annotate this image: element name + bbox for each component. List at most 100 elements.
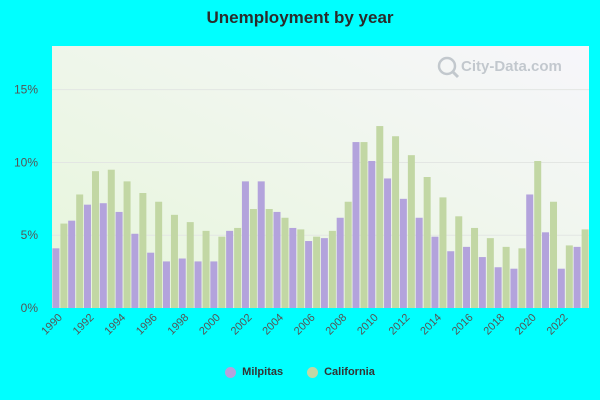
bar-california-1995[interactable] — [139, 193, 147, 308]
legend-label-milpitas: Milpitas — [242, 366, 284, 378]
bar-milpitas-2023[interactable] — [573, 246, 581, 308]
bar-milpitas-1999[interactable] — [194, 261, 202, 308]
bar-california-2021[interactable] — [550, 201, 558, 308]
bar-california-2013[interactable] — [423, 177, 431, 308]
bar-california-2007[interactable] — [328, 230, 336, 308]
bar-milpitas-2010[interactable] — [368, 160, 376, 308]
bar-milpitas-2021[interactable] — [542, 232, 550, 308]
bar-milpitas-2008[interactable] — [336, 217, 344, 308]
bar-california-1996[interactable] — [155, 201, 163, 308]
legend: Milpitas California — [0, 366, 600, 378]
bar-milpitas-2002[interactable] — [241, 181, 249, 308]
bar-milpitas-2018[interactable] — [494, 267, 502, 308]
bar-california-2023[interactable] — [581, 229, 589, 308]
watermark: City-Data.com — [437, 56, 562, 79]
bar-california-1997[interactable] — [170, 214, 178, 308]
bar-milpitas-2001[interactable] — [226, 230, 234, 308]
bar-milpitas-1998[interactable] — [178, 258, 186, 308]
legend-swatch-milpitas — [225, 366, 237, 378]
bar-milpitas-2014[interactable] — [431, 236, 439, 308]
x-tick-label: 2006 — [292, 312, 318, 338]
bar-milpitas-1997[interactable] — [162, 261, 170, 308]
y-axis: 0% 5% 10% 15% — [14, 83, 38, 315]
bar-milpitas-2005[interactable] — [289, 227, 297, 308]
bar-milpitas-2000[interactable] — [210, 261, 218, 308]
x-tick-label: 2022 — [545, 312, 571, 338]
bar-california-2011[interactable] — [392, 136, 400, 308]
x-tick-label: 1990 — [39, 312, 65, 338]
bar-california-2010[interactable] — [376, 126, 384, 308]
bar-california-2017[interactable] — [486, 238, 494, 308]
legend-item-milpitas: Milpitas — [225, 366, 283, 378]
bar-milpitas-1992[interactable] — [83, 204, 91, 308]
legend-label-california: California — [324, 366, 375, 378]
bar-california-2018[interactable] — [502, 246, 510, 308]
x-tick-label: 2008 — [324, 312, 350, 338]
bar-milpitas-1996[interactable] — [147, 252, 155, 308]
x-tick-label: 2010 — [355, 312, 381, 338]
x-axis: 1990 1992 1994 1996 1998 2000 2002 2004 2006 2008… — [39, 312, 570, 338]
bars — [52, 126, 589, 308]
x-tick-label: 2020 — [513, 312, 539, 338]
bar-milpitas-2016[interactable] — [463, 246, 471, 308]
bar-milpitas-2003[interactable] — [257, 181, 265, 308]
bar-milpitas-2012[interactable] — [399, 198, 407, 308]
bar-california-2012[interactable] — [407, 155, 415, 308]
bar-milpitas-2013[interactable] — [415, 217, 423, 308]
bar-california-2009[interactable] — [360, 142, 368, 308]
bar-california-2006[interactable] — [313, 236, 321, 308]
bar-california-1994[interactable] — [123, 181, 131, 308]
bar-california-2001[interactable] — [234, 227, 242, 308]
bar-milpitas-2004[interactable] — [273, 211, 281, 308]
y-tick-label: 15% — [14, 83, 38, 97]
bar-california-2020[interactable] — [534, 160, 542, 308]
bar-milpitas-1991[interactable] — [68, 220, 76, 308]
bar-california-1999[interactable] — [202, 230, 210, 308]
bar-california-2022[interactable] — [565, 245, 573, 308]
bar-milpitas-2011[interactable] — [384, 178, 392, 308]
bar-california-1993[interactable] — [107, 169, 115, 308]
bar-milpitas-2015[interactable] — [447, 251, 455, 308]
x-tick-label: 1994 — [102, 312, 128, 338]
legend-swatch-california — [307, 366, 319, 378]
bar-milpitas-2019[interactable] — [510, 268, 518, 308]
y-tick-label: 0% — [21, 301, 39, 315]
y-tick-label: 5% — [21, 228, 39, 242]
bar-milpitas-2007[interactable] — [320, 238, 328, 308]
bar-california-2000[interactable] — [218, 236, 226, 308]
x-tick-label: 2004 — [260, 312, 286, 338]
bar-california-2008[interactable] — [344, 201, 352, 308]
bar-california-1992[interactable] — [91, 171, 99, 308]
x-tick-label: 2018 — [481, 312, 507, 338]
bar-california-1998[interactable] — [186, 222, 194, 308]
bar-california-2004[interactable] — [281, 217, 289, 308]
bar-california-2014[interactable] — [439, 197, 447, 308]
bar-california-2015[interactable] — [455, 216, 463, 308]
bar-milpitas-1990[interactable] — [52, 248, 60, 308]
bar-milpitas-2022[interactable] — [557, 268, 565, 308]
bar-milpitas-2006[interactable] — [305, 241, 313, 308]
bar-milpitas-2017[interactable] — [478, 257, 486, 308]
bar-milpitas-1995[interactable] — [131, 233, 139, 308]
x-tick-label: 2016 — [450, 312, 476, 338]
bar-milpitas-2009[interactable] — [352, 142, 360, 308]
bar-california-2005[interactable] — [297, 229, 305, 308]
bar-milpitas-2020[interactable] — [526, 194, 534, 308]
bar-california-2016[interactable] — [471, 227, 479, 308]
bar-california-1991[interactable] — [76, 194, 84, 308]
bar-california-2002[interactable] — [249, 209, 257, 308]
y-tick-label: 10% — [14, 155, 38, 169]
x-tick-label: 2014 — [418, 312, 444, 338]
bar-california-2003[interactable] — [265, 209, 273, 308]
bar-milpitas-1994[interactable] — [115, 211, 123, 308]
x-tick-label: 1998 — [166, 312, 192, 338]
watermark-text: City-Data.com — [461, 58, 562, 75]
bar-california-1990[interactable] — [60, 223, 68, 308]
x-tick-label: 2002 — [229, 312, 255, 338]
bar-milpitas-1993[interactable] — [99, 203, 107, 308]
x-tick-label: 2012 — [387, 312, 413, 338]
bar-california-2019[interactable] — [518, 248, 526, 308]
x-tick-label: 2000 — [197, 312, 223, 338]
magnifier-icon — [437, 56, 457, 76]
